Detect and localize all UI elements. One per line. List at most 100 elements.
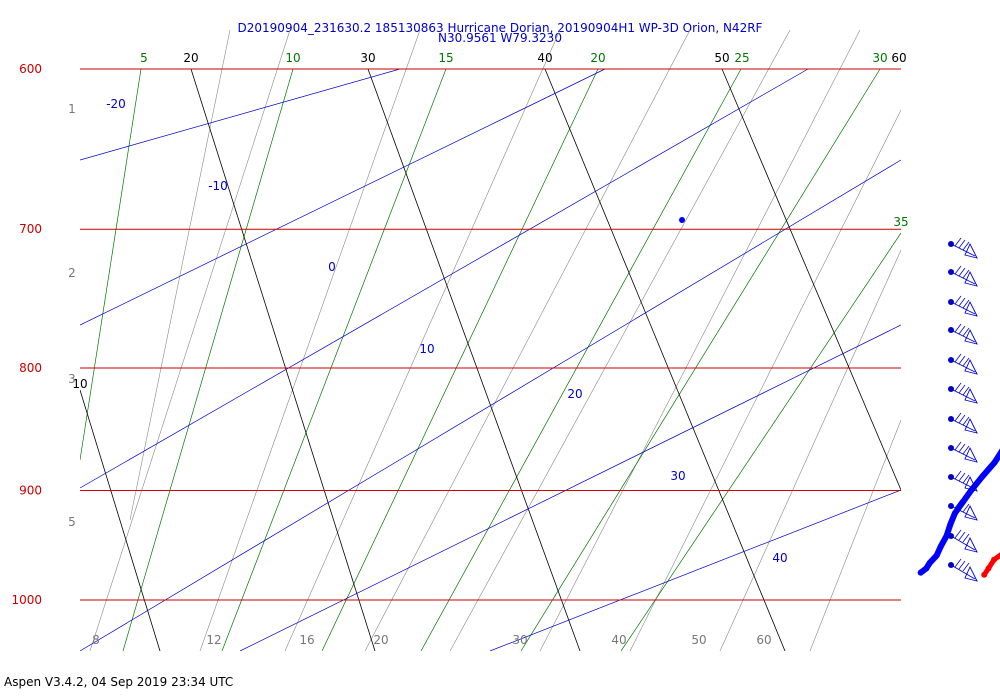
mixing-ratio-label: 10 — [285, 51, 300, 65]
temperature-trace-point — [985, 565, 992, 572]
isotherm-label: 30 — [670, 469, 685, 483]
dewpoint-trace-point — [917, 569, 924, 576]
moist-adiabat-line — [364, 30, 691, 651]
wind-barb-flag — [964, 565, 978, 582]
wind-barb-feather — [958, 472, 966, 482]
skewt-background-lines — [80, 30, 901, 651]
wind-barb-flag — [964, 300, 978, 317]
dry-adiabat-label: 50 — [714, 51, 729, 65]
wind-barb-shaft — [950, 564, 976, 580]
bottom-scale-label: 8 — [92, 633, 100, 647]
wind-barb — [948, 412, 978, 434]
dewpoint-trace-point — [923, 565, 930, 572]
wind-barb — [948, 323, 978, 345]
wind-barb — [948, 558, 978, 582]
wind-barb-flag — [964, 536, 978, 553]
isotherm-label: 20 — [567, 387, 582, 401]
height-label: 5 — [68, 515, 76, 529]
wind-barb-flag — [964, 417, 978, 434]
isotherm-label: -10 — [208, 179, 228, 193]
bottom-scale-label: 60 — [756, 633, 771, 647]
dry-adiabat-label: 60 — [891, 51, 906, 65]
bottom-scale-label: 12 — [206, 633, 221, 647]
wind-barb-feather — [962, 327, 970, 337]
isotherm-line — [80, 68, 401, 161]
isotherm-line — [239, 324, 901, 651]
wind-barb-feather — [958, 414, 966, 424]
dry-adiabat-line — [367, 68, 581, 651]
pressure-tick-label: 900 — [19, 483, 42, 497]
wind-barb-feather — [958, 384, 966, 394]
wind-barb-feather — [954, 265, 962, 275]
moist-adiabat-line — [629, 109, 901, 651]
isotherm-label: 10 — [419, 342, 434, 356]
isotherm-line — [80, 68, 809, 489]
bottom-scale-label: 50 — [691, 633, 706, 647]
dewpoint-trace-point — [679, 217, 685, 223]
wind-barb-flag — [964, 270, 978, 287]
mixing-ratio-label: 35 — [893, 215, 908, 229]
bottom-scale-label: 20 — [373, 633, 388, 647]
chart-title: D20190904_231630.2 185130863 Hurricane D… — [237, 21, 763, 35]
mixing-ratio-line — [221, 68, 447, 651]
wind-barb-feather — [962, 445, 970, 455]
temperature-trace-point — [981, 571, 988, 578]
isotherm-line — [80, 159, 901, 651]
height-label: 1 — [68, 102, 76, 116]
dry-adiabat-line — [544, 68, 786, 651]
wind-barb-flag — [964, 242, 978, 259]
wind-barb — [948, 382, 978, 404]
wind-barb-feather — [962, 474, 970, 484]
wind-barb-feather — [958, 297, 966, 307]
chart-subtitle-location: N30.9561 W79.3230 — [438, 31, 562, 45]
wind-barb — [948, 295, 978, 317]
wind-barb-feather — [954, 499, 962, 509]
mixing-ratio-label: 30 — [872, 51, 887, 65]
bottom-scale-label: 30 — [512, 633, 527, 647]
wind-barb — [948, 353, 978, 375]
bottom-scale-label: 16 — [299, 633, 314, 647]
wind-barb-feather — [958, 531, 966, 541]
wind-barb-feather — [958, 267, 966, 277]
dewpoint-trace-point — [979, 473, 986, 480]
pressure-tick-label: 600 — [19, 62, 42, 76]
wind-barb-feather — [962, 386, 970, 396]
wind-barb-feather — [958, 239, 966, 249]
mixing-ratio-line — [420, 68, 742, 651]
wind-barb — [948, 499, 978, 521]
moist-adiabat-line — [539, 30, 861, 651]
dewpoint-trace-point — [991, 459, 998, 466]
wind-barb-flag — [964, 446, 978, 463]
mixing-ratio-line — [321, 68, 599, 651]
axis-labels: 600 700 800 900 1000 -20 -10 0 10 20 30 40 10 20 30 40 5… — [11, 51, 908, 647]
wind-barb-flag — [964, 387, 978, 404]
moist-adiabat-line — [449, 30, 791, 651]
height-label: 3 — [68, 372, 76, 386]
dewpoint-trace-point — [947, 521, 954, 528]
temperature-trace — [981, 552, 1000, 578]
wind-barb — [948, 529, 978, 553]
dewpoint-trace-point — [951, 510, 958, 517]
isotherm-label: 40 — [772, 551, 787, 565]
pressure-tick-label: 700 — [19, 222, 42, 236]
wind-barb-feather — [954, 529, 962, 539]
wind-barb-feather — [954, 412, 962, 422]
moist-adiabat-line — [129, 30, 231, 521]
wind-barb-feather — [954, 295, 962, 305]
mixing-ratio-line — [520, 68, 881, 651]
wind-barb-feather — [962, 562, 970, 572]
dewpoint-trace-point — [943, 532, 950, 539]
isotherm-line — [489, 489, 901, 651]
mixing-ratio-line — [122, 68, 294, 651]
mixing-ratio-label: 25 — [734, 51, 749, 65]
wind-barb — [948, 441, 978, 463]
wind-barb-feather — [958, 355, 966, 365]
dry-adiabat-label: 40 — [537, 51, 552, 65]
moist-adiabat-line — [199, 30, 421, 651]
wind-barb-feather — [962, 416, 970, 426]
pressure-tick-label: 1000 — [11, 593, 42, 607]
moist-adiabat-line — [809, 419, 901, 651]
wind-barb-shaft — [950, 535, 976, 551]
dewpoint-trace-point — [937, 543, 944, 550]
